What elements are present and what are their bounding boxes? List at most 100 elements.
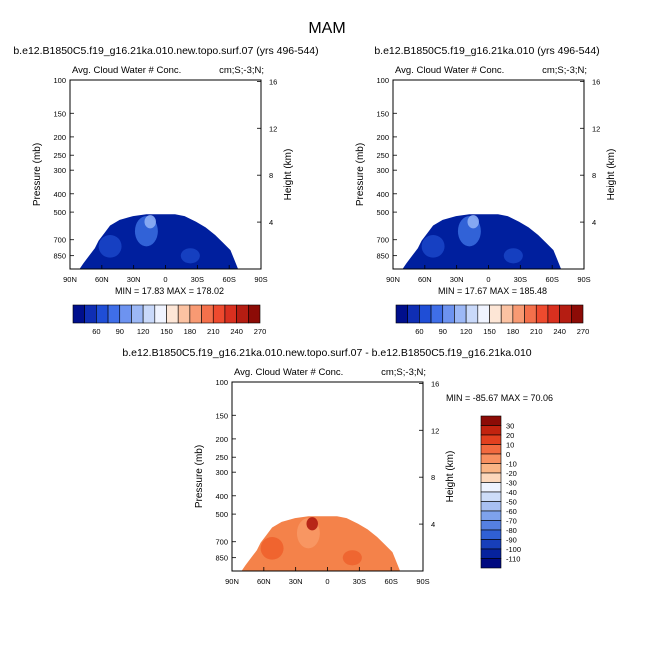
- y-tick-label: 250: [376, 151, 389, 160]
- data-field: [241, 516, 404, 571]
- colorbar-label: 270: [254, 327, 267, 336]
- left-string: Avg. Cloud Water # Conc.: [395, 65, 504, 76]
- right-string: cm;S;-3;N;: [219, 65, 264, 76]
- y-tick-label: 850: [376, 252, 389, 261]
- x-tick-label: 0: [486, 275, 490, 284]
- colorbar-label: 150: [483, 327, 496, 336]
- colorbar-box: [177, 304, 191, 324]
- colorbar-label: -110: [506, 555, 520, 564]
- colorbar-label: -10: [506, 460, 517, 469]
- x-tick-label: 60S: [545, 275, 558, 284]
- colorbar-box: [524, 304, 537, 324]
- y-tick-label: 500: [376, 208, 389, 217]
- y-axis-label: Pressure (mb): [32, 143, 43, 206]
- colorbar-box: [189, 304, 202, 324]
- colorbar: 60 90 120 150 180 210 240 270: [72, 304, 267, 336]
- colorbar-box: [465, 304, 479, 324]
- colorbar-box: [131, 304, 144, 324]
- y-tick-label: 700: [376, 236, 389, 245]
- field-shading: [241, 516, 404, 571]
- colorbar-box: [489, 304, 502, 324]
- x-tick-label: 60N: [418, 275, 432, 284]
- x-tick-label: 0: [163, 275, 167, 284]
- colorbar-box: [480, 415, 502, 426]
- colorbar-label: -30: [506, 479, 517, 488]
- colorbar-label: -70: [506, 517, 517, 526]
- x-tick-label: 90N: [386, 275, 400, 284]
- y-tick-label: 200: [215, 435, 228, 444]
- y-axis-label: Pressure (mb): [194, 445, 205, 508]
- y2-tick-label: 8: [592, 171, 596, 180]
- y2-tick-label: 16: [592, 77, 600, 86]
- colorbar-label: 210: [207, 327, 220, 336]
- y2-tick-label: 16: [269, 77, 277, 86]
- y-tick-label: 300: [53, 166, 66, 175]
- main-title: MAM: [308, 20, 345, 37]
- colorbar-box: [212, 304, 226, 324]
- colorbar-box: [480, 425, 502, 436]
- colorbar-box: [480, 501, 502, 512]
- feature-1: [260, 536, 284, 560]
- colorbar-box: [480, 510, 502, 521]
- colorbar-label: -80: [506, 526, 517, 535]
- colorbar-label: -50: [506, 498, 517, 507]
- colorbar-label: -20: [506, 469, 517, 478]
- colorbar-label: 180: [184, 327, 197, 336]
- colorbar-label: 90: [439, 327, 447, 336]
- data-field: [402, 214, 565, 269]
- chart-panel-2: b.e12.B1850C5.f19_g16.21ka.010 (yrs 496-…: [355, 45, 617, 336]
- x-tick-label: 0: [325, 577, 329, 586]
- colorbar-label: 180: [507, 327, 520, 336]
- min-max-text: MIN = -85.67 MAX = 70.06: [446, 393, 553, 403]
- colorbar-box: [248, 304, 261, 324]
- colorbar-box: [72, 304, 85, 324]
- left-string: Avg. Cloud Water # Conc.: [234, 367, 343, 378]
- y-tick-label: 250: [53, 151, 66, 160]
- colorbar-box: [559, 304, 572, 324]
- y-tick-label: 150: [215, 411, 228, 420]
- colorbar-label: 0: [506, 450, 510, 459]
- y2-tick-label: 4: [592, 218, 596, 227]
- colorbar-box: [407, 304, 420, 324]
- y2-tick-label: 16: [431, 379, 439, 388]
- feature-3: [467, 215, 479, 229]
- x-tick-label: 30N: [127, 275, 141, 284]
- colorbar-box: [142, 304, 156, 324]
- y-tick-label: 100: [53, 76, 66, 85]
- colorbar-box: [166, 304, 179, 324]
- y2-axis-label: Height (km): [606, 149, 617, 201]
- y-tick-label: 300: [215, 468, 228, 477]
- colorbar-box: [480, 434, 502, 445]
- colorbar-label: 120: [460, 327, 473, 336]
- colorbar-box: [480, 491, 502, 502]
- x-tick-label: 90S: [577, 275, 590, 284]
- colorbar: 60 90 120 150 180 210 240 270: [395, 304, 589, 336]
- y-tick-label: 850: [215, 554, 228, 563]
- y-tick-label: 150: [53, 109, 66, 118]
- colorbar-label: 20: [506, 431, 514, 440]
- right-string: cm;S;-3;N;: [542, 65, 587, 76]
- colorbar-box: [480, 453, 502, 464]
- colorbar-box: [480, 444, 502, 455]
- feature-4: [342, 550, 362, 566]
- feature-1: [421, 234, 445, 258]
- colorbar-box: [535, 304, 549, 324]
- colorbar-box: [480, 482, 502, 493]
- y-tick-label: 250: [215, 453, 228, 462]
- chart-panel-3: b.e12.B1850C5.f19_g16.21ka.010.new.topo.…: [122, 347, 553, 586]
- colorbar-box: [224, 304, 237, 324]
- x-tick-label: 90S: [416, 577, 429, 586]
- feature-4: [180, 248, 200, 264]
- colorbar-label: 150: [160, 327, 173, 336]
- panel-title: b.e12.B1850C5.f19_g16.21ka.010 (yrs 496-…: [374, 45, 599, 57]
- x-tick-label: 60S: [384, 577, 397, 586]
- colorbar-box: [430, 304, 444, 324]
- colorbar-label: 240: [230, 327, 243, 336]
- field-shading: [79, 214, 242, 269]
- x-tick-label: 90N: [63, 275, 77, 284]
- y-tick-label: 400: [215, 492, 228, 501]
- y-tick-label: 100: [376, 76, 389, 85]
- colorbar-box: [480, 520, 502, 531]
- colorbar-label: 240: [553, 327, 566, 336]
- colorbar-label: 60: [415, 327, 423, 336]
